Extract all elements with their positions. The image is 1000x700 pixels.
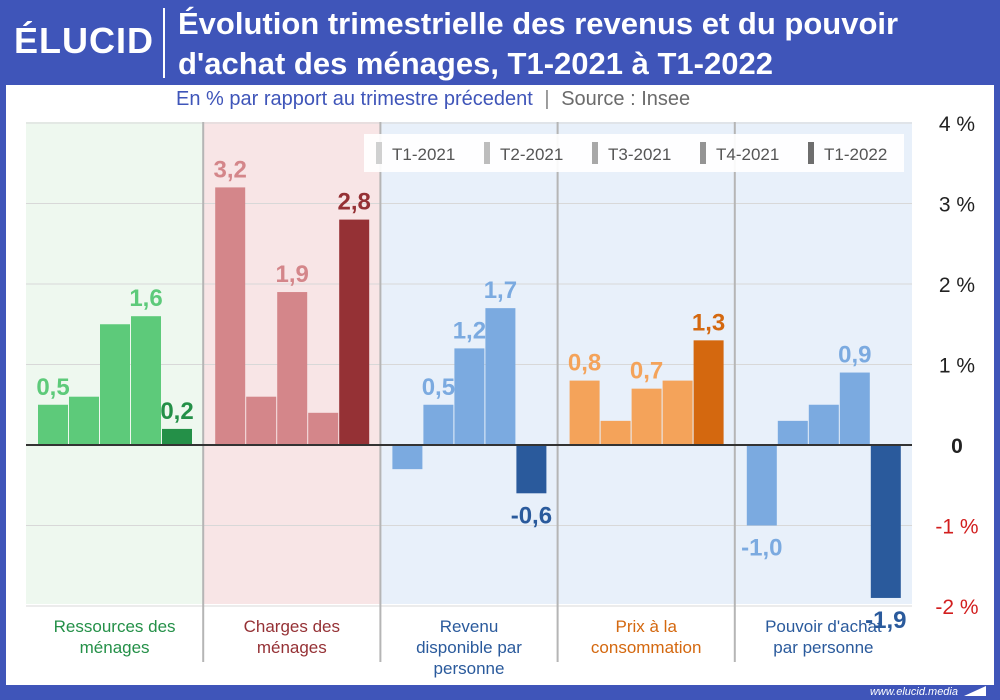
- bar: [839, 372, 870, 445]
- legend-swatch: [808, 142, 814, 164]
- bar: [600, 420, 631, 445]
- data-label: 0,5: [422, 374, 455, 401]
- legend-swatch: [484, 142, 490, 164]
- chart-subtitle: En % par rapport au trimestre précedent …: [176, 88, 690, 111]
- bar: [569, 380, 600, 445]
- y-tick-label: 0: [951, 435, 963, 458]
- y-tick-label: 1 %: [939, 355, 975, 378]
- data-label: -1,0: [741, 535, 782, 562]
- category-label: Revenu: [440, 617, 499, 636]
- category-label: consommation: [591, 638, 702, 657]
- data-label: 0,2: [160, 398, 193, 425]
- subtitle-text: En % par rapport au trimestre précedent: [176, 88, 533, 110]
- category-label: Ressources des: [54, 617, 176, 636]
- subtitle-separator: |: [544, 88, 550, 110]
- data-label: 0,7: [630, 358, 663, 385]
- bar: [215, 187, 246, 445]
- bar: [746, 445, 777, 526]
- data-label: 2,8: [338, 189, 371, 216]
- data-label: 1,9: [276, 261, 309, 288]
- bar: [246, 396, 277, 445]
- bar: [631, 388, 662, 445]
- data-label: 3,2: [214, 156, 247, 183]
- bar: [308, 412, 339, 445]
- legend-swatch: [592, 142, 598, 164]
- legend-entry: T4-2021: [716, 145, 779, 164]
- bar: [777, 420, 808, 445]
- bar: [693, 340, 724, 445]
- bar: [485, 308, 516, 445]
- data-label: 1,3: [692, 309, 725, 336]
- elucid-logo[interactable]: ÉLUCID: [14, 20, 154, 61]
- y-tick-label: -2 %: [935, 596, 978, 619]
- bar: [392, 445, 423, 470]
- header-divider: [163, 8, 165, 78]
- legend-entry: T3-2021: [608, 145, 671, 164]
- bar: [162, 428, 192, 445]
- legend-entry: T1-2021: [392, 145, 455, 164]
- elucid-mark-icon: [964, 686, 986, 696]
- data-label: 1,6: [129, 285, 162, 312]
- y-tick-label: 3 %: [939, 194, 975, 217]
- category-label: ménages: [80, 638, 150, 657]
- y-tick-label: 4 %: [939, 113, 975, 136]
- data-label: 0,8: [568, 350, 601, 377]
- bar: [339, 219, 370, 445]
- category-label: Charges des: [244, 617, 340, 636]
- source-text: Source : Insee: [561, 88, 691, 110]
- bar: [662, 380, 693, 445]
- bar: [454, 348, 485, 445]
- bar: [808, 404, 839, 445]
- legend-entry: T1-2022: [824, 145, 887, 164]
- legend-entry: T2-2021: [500, 145, 563, 164]
- category-label: disponible par: [416, 638, 522, 657]
- bar: [423, 404, 454, 445]
- header: ÉLUCID Évolution trimestrielle des reven…: [0, 0, 1000, 85]
- category-label: ménages: [257, 638, 327, 657]
- bar: [100, 324, 130, 445]
- bar: [38, 404, 68, 445]
- bar: [69, 396, 99, 445]
- footer-url[interactable]: www.elucid.media: [869, 686, 958, 698]
- category-label: Pouvoir d'achat: [765, 617, 882, 636]
- chart-title: Évolution trimestrielle des revenus et d…: [178, 6, 899, 81]
- data-label: 0,5: [36, 374, 69, 401]
- legend-swatch: [700, 142, 706, 164]
- category-label: Prix à la: [615, 617, 677, 636]
- category-label: personne: [434, 659, 505, 678]
- y-tick-label: -1 %: [935, 516, 978, 539]
- data-label: 0,9: [838, 342, 871, 369]
- bar: [870, 445, 901, 598]
- data-label: -0,6: [511, 502, 552, 529]
- bar: [131, 316, 161, 445]
- data-label: 1,7: [484, 277, 517, 304]
- y-tick-label: 2 %: [939, 274, 975, 297]
- data-label: -1,9: [865, 607, 906, 634]
- legend-swatch: [376, 142, 382, 164]
- bar: [516, 445, 547, 494]
- category-label: par personne: [773, 638, 873, 657]
- data-label: 1,2: [453, 317, 486, 344]
- bar: [277, 292, 308, 445]
